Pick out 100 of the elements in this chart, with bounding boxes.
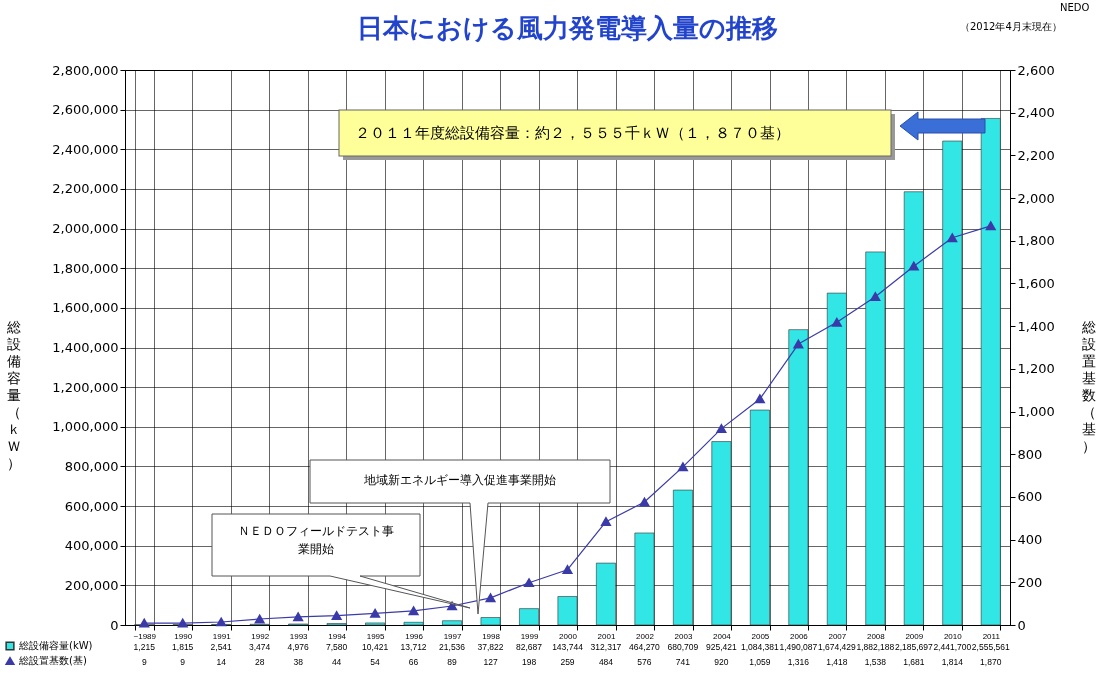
x-tick-label: 2006 [789,631,809,641]
bar [596,562,616,626]
y2-axis-title: 総設置基数（基） [1080,319,1096,454]
data-label: 1,814 [941,657,964,667]
data-label: 89 [447,657,458,667]
point [408,606,419,616]
point [831,317,842,327]
bar [519,608,539,626]
data-label: 198 [521,657,537,667]
data-label: 484 [598,657,614,667]
data-label: 2,555,561 [971,642,1010,652]
bar [826,292,847,626]
data-label: 4,976 [287,642,310,652]
data-label: 54 [370,657,381,667]
data-label: 1,059 [749,657,771,667]
bar [557,596,578,626]
point [639,497,650,507]
bar [865,251,886,626]
y-tick-label: 1,800,000 [52,260,119,276]
bar [711,441,732,626]
y2-tick-label: 0 [1017,617,1026,633]
data-label: 14 [216,657,227,667]
data-label: 1,084,381 [740,642,780,652]
chart-title: 日本における風力発電導入量の推移 [357,13,778,43]
y2-tick-label: 400 [1017,532,1043,548]
x-tick-label: 2000 [559,631,578,641]
data-label: 1,490,087 [779,642,818,652]
point [524,578,534,588]
x-tick-label: 1992 [251,631,270,641]
y2-tick-label: 1,000 [1017,404,1055,420]
data-label: 920 [714,657,729,667]
data-label: 7,580 [325,642,348,652]
y-tick-label: 200,000 [64,577,119,593]
data-label: 13,712 [400,642,427,652]
data-label: 66 [408,657,419,667]
data-label: 1,681 [903,657,925,667]
x-tick-label: 2002 [636,631,655,641]
x-tick-label: ~1989 [133,631,157,641]
data-label: 2,441,700 [933,642,972,652]
bar [634,532,655,626]
data-label: 28 [254,657,265,667]
legend-label: 総設置基数(基) [18,655,87,666]
y-tick-label: 400,000 [64,538,119,554]
data-label: 1,815 [172,642,194,652]
y2-tick-label: 600 [1017,489,1043,505]
bar [903,191,924,626]
point [254,614,265,624]
y-tick-label: 2,000,000 [52,221,119,237]
y-tick-label: 2,400,000 [52,141,119,157]
x-tick-label: 1998 [482,631,501,641]
data-label: 9 [141,657,147,667]
data-label: 464,270 [629,642,661,652]
point [870,292,881,302]
x-tick-label: 1995 [366,631,386,641]
data-label: 576 [637,657,652,667]
point [947,233,958,243]
y2-tick-label: 2,400 [1017,105,1055,121]
x-tick-label: 1997 [443,631,463,641]
x-tick-label: 2009 [905,631,924,641]
y-tick-label: 1,200,000 [52,379,119,395]
data-label: 2,185,697 [894,642,933,652]
y2-tick-label: 200 [1017,574,1043,590]
x-tick-label: 2008 [866,631,886,641]
point [678,462,688,472]
bar [749,409,770,626]
data-label: 1,538 [864,657,887,667]
bar [365,622,386,626]
text: （2012年4月末現在） [960,20,1062,34]
data-label: 38 [293,657,304,667]
y-tick-label: 1,600,000 [52,300,119,316]
data-label: 1,674,429 [817,642,857,652]
point [485,593,496,603]
data-label: 3,474 [249,642,271,652]
bar [673,489,693,626]
y2-tick-label: 1,200 [1017,361,1055,377]
annotation: ＮＥＤＯフィールドテスト事業開始 [237,523,395,558]
x-tick-label: 1993 [289,631,309,641]
point [908,261,919,271]
data-label: 1,215 [133,642,156,652]
data-label: 10,421 [362,642,389,652]
y2-tick-label: 2,600 [1017,62,1055,78]
point [793,339,804,349]
point [370,609,380,618]
data-label: 741 [675,657,691,667]
x-tick-label: 2007 [828,631,847,641]
point [177,618,188,628]
bar [442,620,462,626]
data-label: 44 [331,657,342,667]
data-label: 37,822 [477,642,504,652]
data-label: 680,709 [667,642,699,652]
x-tick-label: 1991 [212,631,232,641]
data-label: 1,316 [787,657,810,667]
point [562,565,573,575]
y2-tick-label: 1,400 [1017,318,1055,334]
annotation: 地域新エネルギー導入促進事業開始 [363,472,557,489]
y2-tick-label: 800 [1017,446,1043,462]
point [216,617,227,627]
x-tick-label: 1994 [328,631,347,641]
y-tick-label: 800,000 [64,458,119,474]
y2-tick-label: 1,600 [1017,275,1055,291]
